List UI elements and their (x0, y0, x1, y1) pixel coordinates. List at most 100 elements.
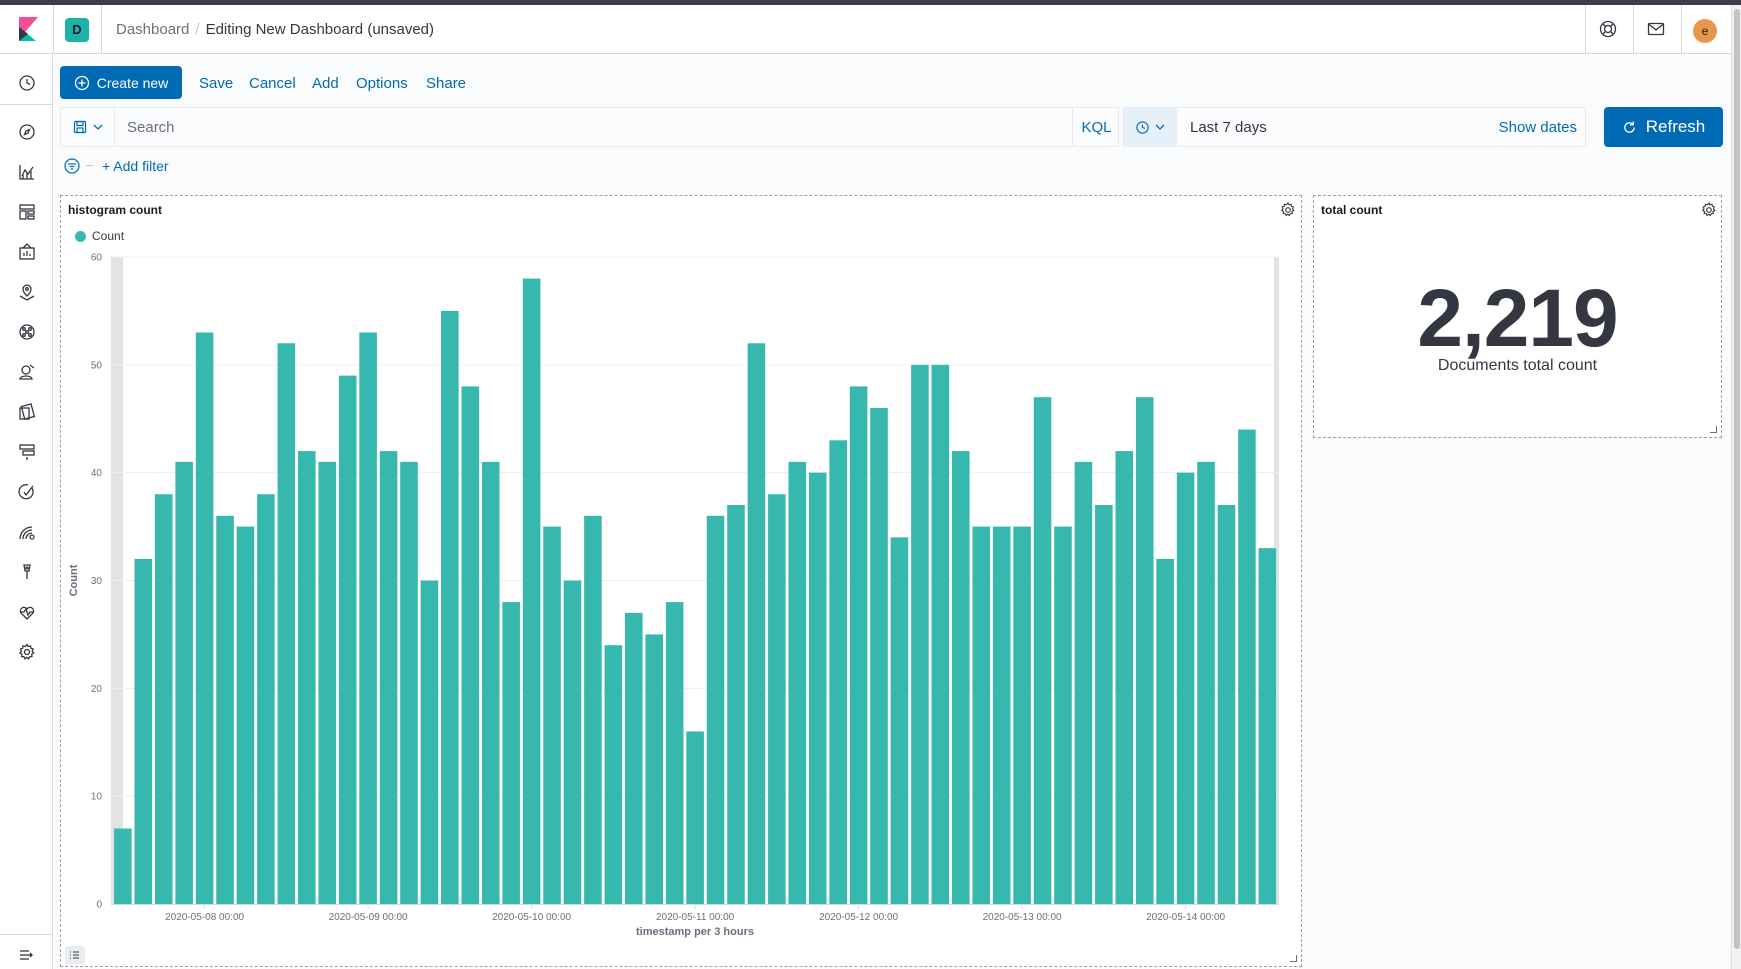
histogram-bar (563, 580, 582, 904)
management-icon[interactable] (17, 642, 37, 662)
histogram-bar (1013, 526, 1031, 904)
save-link[interactable]: Save (199, 75, 234, 92)
cancel-link[interactable]: Cancel (249, 75, 296, 92)
header-divider (101, 5, 102, 54)
options-link[interactable]: Options (356, 75, 408, 92)
x-tick-label: 2020-05-08 00:00 (165, 912, 244, 923)
y-tick-label: 30 (91, 576, 103, 587)
panel-resize-handle[interactable] (1710, 426, 1717, 433)
maps-icon[interactable] (17, 282, 37, 302)
header-bar: D Dashboard / Editing New Dashboard (unsav… (0, 5, 1731, 54)
devtools-icon[interactable] (17, 562, 37, 582)
breadcrumb-dashboard-link[interactable]: Dashboard (116, 21, 190, 38)
histogram-bar (1217, 505, 1236, 904)
create-new-label: Create new (96, 74, 169, 91)
histogram-bar (277, 343, 296, 904)
legend-toggle-button[interactable] (65, 946, 85, 964)
histogram-bar (768, 494, 786, 904)
saved-query-button[interactable] (61, 108, 115, 146)
side-nav (0, 54, 53, 969)
user-avatar[interactable]: e (1693, 19, 1717, 43)
histogram-bar (1258, 548, 1277, 904)
dashboard-main: Create new Save Cancel Add Options Share… (54, 55, 1731, 969)
siem-icon[interactable] (17, 362, 37, 382)
nav-divider (0, 934, 53, 935)
list-icon (70, 951, 79, 959)
histogram-bar (175, 461, 193, 904)
x-tick-label: 2020-05-14 00:00 (1146, 912, 1225, 923)
histogram-bar (992, 526, 1011, 904)
save-disk-icon (73, 120, 86, 134)
query-bar: Search KQL (60, 107, 1119, 147)
compass-icon[interactable] (17, 122, 37, 142)
histogram-bar (972, 526, 991, 904)
kibana-logo-icon[interactable] (16, 17, 40, 41)
legend-label: Count (92, 229, 125, 243)
panel-title: total count (1321, 203, 1383, 217)
filter-options-icon[interactable] (64, 158, 80, 174)
space-avatar[interactable]: D (65, 18, 89, 42)
histogram-bar (849, 386, 868, 904)
monitoring-icon[interactable] (17, 602, 37, 622)
histogram-bar (788, 461, 807, 904)
uptime-icon[interactable] (17, 482, 37, 502)
histogram-bar (420, 580, 439, 904)
page-scrollbar[interactable] (1731, 5, 1741, 969)
clock-icon[interactable] (17, 73, 37, 93)
scrollbar-thumb[interactable] (1734, 9, 1740, 949)
histogram-bar (604, 645, 623, 904)
panel-title: histogram count (68, 203, 163, 217)
histogram-bar (318, 461, 337, 904)
histogram-bar (1074, 461, 1093, 904)
quick-select-button[interactable] (1124, 108, 1177, 146)
histogram-bar (379, 451, 398, 904)
header-divider (53, 5, 54, 54)
top-menu: Create new Save Cancel Add Options Share (54, 55, 1731, 99)
y-tick-label: 10 (91, 792, 103, 803)
infra-icon[interactable] (17, 442, 37, 462)
gear-icon[interactable] (1700, 201, 1718, 219)
newsfeed-mail-icon[interactable] (1646, 19, 1666, 39)
breadcrumb-current: Editing New Dashboard (unsaved) (205, 21, 435, 38)
browser-top-strip (0, 0, 1741, 5)
y-tick-label: 0 (96, 900, 102, 911)
canvas-icon[interactable] (17, 242, 37, 262)
histogram-bar (890, 537, 909, 904)
header-divider (1585, 5, 1586, 54)
collapse-nav-icon[interactable] (17, 945, 37, 965)
add-filter-link[interactable]: + Add filter (102, 158, 169, 174)
search-input[interactable]: Search (127, 119, 175, 136)
histogram-bar (1115, 451, 1134, 904)
show-dates-link[interactable]: Show dates (1498, 119, 1577, 136)
visualize-icon[interactable] (17, 162, 37, 182)
ml-icon[interactable] (17, 322, 37, 342)
histogram-bar (931, 364, 950, 904)
histogram-bar (441, 310, 459, 905)
kql-toggle-button[interactable]: KQL (1072, 108, 1120, 146)
histogram-bar (1176, 472, 1195, 904)
chart-legend[interactable]: Count (75, 229, 124, 243)
share-link[interactable]: Share (426, 75, 467, 92)
histogram-bar (665, 602, 684, 904)
refresh-icon (1623, 120, 1635, 133)
refresh-button[interactable]: Refresh (1604, 107, 1723, 147)
kibana-app: D Dashboard / Editing New Dashboard (unsav… (0, 5, 1731, 969)
create-new-button[interactable]: Create new (60, 66, 182, 99)
gear-icon[interactable] (1279, 201, 1297, 219)
help-icon[interactable] (1598, 19, 1618, 39)
histogram-bar (1033, 397, 1052, 904)
breadcrumb-separator: / (195, 21, 200, 38)
histogram-bar (645, 634, 664, 904)
filter-separator (86, 165, 93, 166)
dashboard-icon[interactable] (17, 202, 37, 222)
apm-icon[interactable] (17, 522, 37, 542)
add-link[interactable]: Add (312, 75, 339, 92)
calendar-clock-icon (1136, 120, 1149, 134)
logs-icon[interactable] (17, 402, 37, 422)
chevron-down-icon (93, 124, 102, 130)
histogram-bar (747, 343, 766, 904)
time-range-label[interactable]: Last 7 days (1190, 119, 1267, 136)
histogram-bar (1156, 558, 1174, 904)
histogram-bar (727, 505, 745, 904)
panel-resize-handle[interactable] (1290, 955, 1297, 962)
